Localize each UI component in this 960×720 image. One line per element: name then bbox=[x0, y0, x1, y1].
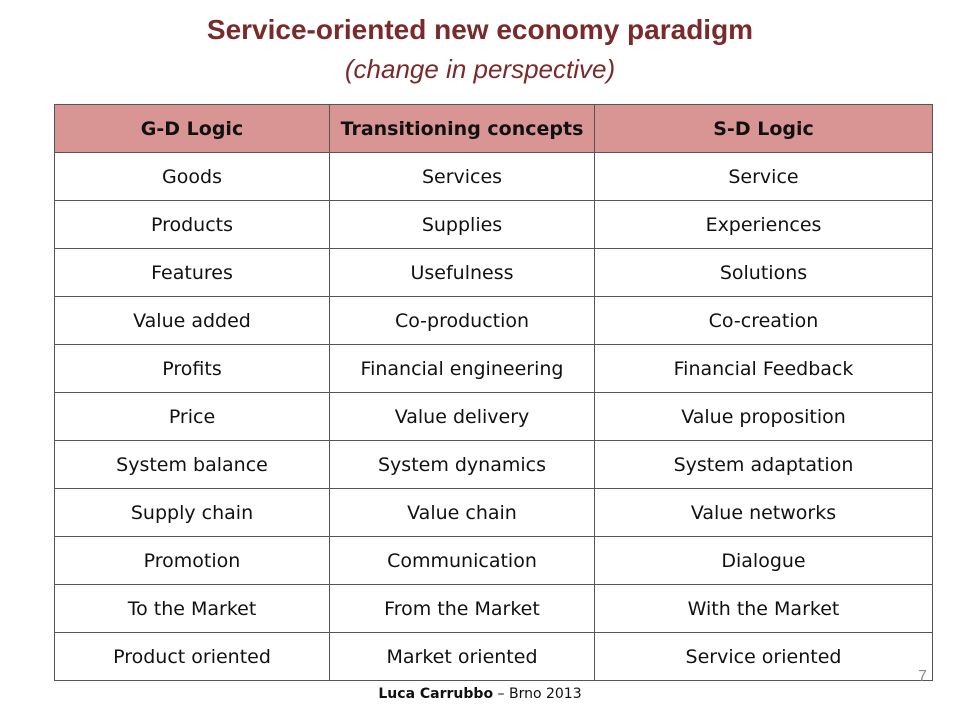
table-cell: Value networks bbox=[594, 488, 933, 537]
table-row: Supply chain Value chain Value networks bbox=[54, 488, 933, 537]
footer-separator: – bbox=[493, 686, 509, 702]
table-cell: System balance bbox=[54, 440, 330, 489]
slide-subtitle: (change in perspective) bbox=[344, 54, 616, 84]
table-cell: Co-creation bbox=[594, 296, 933, 345]
header-transitioning-concepts: Transitioning concepts bbox=[329, 104, 595, 153]
table-cell: Value delivery bbox=[329, 392, 595, 441]
table-row: Features Usefulness Solutions bbox=[54, 248, 933, 297]
table-row: Profits Financial engineering Financial … bbox=[54, 344, 933, 393]
table-cell: Goods bbox=[54, 152, 330, 201]
table-row: System balance System dynamics System ad… bbox=[54, 440, 933, 489]
page-number: 7 bbox=[918, 668, 927, 685]
paradigm-table: G-D Logic Transitioning concepts S-D Log… bbox=[54, 104, 933, 681]
slide-title: Service-oriented new economy paradigm bbox=[206, 14, 754, 45]
table-row: Goods Services Service bbox=[54, 152, 933, 201]
table-cell: Promotion bbox=[54, 536, 330, 585]
footer-place-year: Brno 2013 bbox=[508, 686, 582, 702]
table-cell: Dialogue bbox=[594, 536, 933, 585]
table-cell: Supply chain bbox=[54, 488, 330, 537]
table-cell: Product oriented bbox=[54, 632, 330, 681]
table-row: Promotion Communication Dialogue bbox=[54, 536, 933, 585]
footer-credit: Luca Carrubbo – Brno 2013 bbox=[0, 686, 960, 702]
table-cell: Communication bbox=[329, 536, 595, 585]
table-cell: System adaptation bbox=[594, 440, 933, 489]
table-cell: With the Market bbox=[594, 584, 933, 633]
table-cell: Service oriented bbox=[594, 632, 933, 681]
footer-author: Luca Carrubbo bbox=[378, 686, 494, 702]
header-gd-logic: G-D Logic bbox=[54, 104, 330, 153]
table-cell: System dynamics bbox=[329, 440, 595, 489]
table-cell: Market oriented bbox=[329, 632, 595, 681]
table-cell: Financial engineering bbox=[329, 344, 595, 393]
table-cell: Value added bbox=[54, 296, 330, 345]
table-cell: Usefulness bbox=[329, 248, 595, 297]
table-cell: Value proposition bbox=[594, 392, 933, 441]
table-row: Product oriented Market oriented Service… bbox=[54, 632, 933, 681]
table-row: Price Value delivery Value proposition bbox=[54, 392, 933, 441]
table-cell: Financial Feedback bbox=[594, 344, 933, 393]
table-cell: Service bbox=[594, 152, 933, 201]
table-cell: Solutions bbox=[594, 248, 933, 297]
table-header-row: G-D Logic Transitioning concepts S-D Log… bbox=[54, 104, 933, 153]
table-cell: Profits bbox=[54, 344, 330, 393]
table-row: To the Market From the Market With the M… bbox=[54, 584, 933, 633]
table-cell: Products bbox=[54, 200, 330, 249]
table-cell: From the Market bbox=[329, 584, 595, 633]
table-cell: Features bbox=[54, 248, 330, 297]
table-cell: Experiences bbox=[594, 200, 933, 249]
table-row: Products Supplies Experiences bbox=[54, 200, 933, 249]
table-cell: Supplies bbox=[329, 200, 595, 249]
header-sd-logic: S-D Logic bbox=[594, 104, 933, 153]
table-cell: Value chain bbox=[329, 488, 595, 537]
table-cell: To the Market bbox=[54, 584, 330, 633]
table-cell: Price bbox=[54, 392, 330, 441]
table-row: Value added Co-production Co-creation bbox=[54, 296, 933, 345]
table-cell: Co-production bbox=[329, 296, 595, 345]
table-cell: Services bbox=[329, 152, 595, 201]
